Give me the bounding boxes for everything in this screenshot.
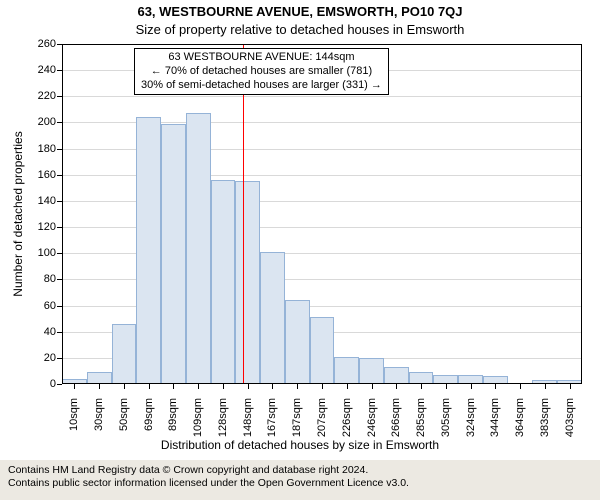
x-tick-mark — [421, 384, 422, 389]
x-tick-label: 207sqm — [316, 398, 328, 437]
x-tick-mark — [545, 384, 546, 389]
x-tick-mark — [322, 384, 323, 389]
y-tick-label: 260 — [38, 38, 62, 50]
x-tick-label: 324sqm — [465, 398, 477, 437]
x-tick-mark — [396, 384, 397, 389]
y-tick-label: 120 — [38, 221, 62, 233]
y-tick-label: 100 — [38, 247, 62, 259]
histogram-bar — [161, 124, 186, 384]
plot-area: 63 WESTBOURNE AVENUE: 144sqm ← 70% of de… — [62, 44, 582, 384]
x-tick-label: 187sqm — [291, 398, 303, 437]
x-tick-label: 246sqm — [366, 398, 378, 437]
x-tick-mark — [248, 384, 249, 389]
footer-line-1: Contains HM Land Registry data © Crown c… — [8, 464, 592, 477]
histogram-bar — [384, 367, 409, 384]
x-tick-mark — [372, 384, 373, 389]
x-tick-label: 89sqm — [167, 398, 179, 431]
axis-border-left — [62, 44, 63, 384]
annotation-line-2: ← 70% of detached houses are smaller (78… — [141, 65, 382, 79]
x-tick-mark — [223, 384, 224, 389]
annotation-box: 63 WESTBOURNE AVENUE: 144sqm ← 70% of de… — [134, 48, 389, 95]
y-tick-label: 200 — [38, 116, 62, 128]
x-tick-label: 167sqm — [266, 398, 278, 437]
x-tick-label: 305sqm — [440, 398, 452, 437]
y-tick-label: 0 — [50, 378, 62, 390]
histogram-bar — [260, 252, 285, 384]
x-tick-label: 285sqm — [415, 398, 427, 437]
x-tick-label: 109sqm — [192, 398, 204, 437]
y-tick-label: 80 — [44, 273, 62, 285]
histogram-bar — [359, 358, 384, 384]
x-tick-label: 383sqm — [539, 398, 551, 437]
x-tick-label: 10sqm — [68, 398, 80, 431]
y-tick-label: 160 — [38, 169, 62, 181]
histogram-bar — [136, 117, 161, 384]
x-tick-label: 128sqm — [217, 398, 229, 437]
axis-border-bottom — [62, 383, 582, 384]
y-axis-label: Number of detached properties — [11, 131, 25, 296]
x-tick-label: 148sqm — [242, 398, 254, 437]
x-tick-mark — [471, 384, 472, 389]
x-tick-mark — [446, 384, 447, 389]
y-tick-label: 40 — [44, 326, 62, 338]
x-tick-label: 403sqm — [564, 398, 576, 437]
x-tick-mark — [99, 384, 100, 389]
x-tick-label: 364sqm — [514, 398, 526, 437]
x-tick-label: 50sqm — [118, 398, 130, 431]
x-tick-label: 69sqm — [143, 398, 155, 431]
gridline-h — [62, 96, 582, 97]
x-tick-mark — [149, 384, 150, 389]
histogram-bar — [186, 113, 211, 384]
x-tick-mark — [74, 384, 75, 389]
y-tick-label: 20 — [44, 352, 62, 364]
y-tick-label: 220 — [38, 90, 62, 102]
chart-title: 63, WESTBOURNE AVENUE, EMSWORTH, PO10 7Q… — [0, 4, 600, 19]
x-tick-label: 266sqm — [390, 398, 402, 437]
x-tick-mark — [124, 384, 125, 389]
annotation-line-3: 30% of semi-detached houses are larger (… — [141, 79, 382, 93]
y-tick-label: 240 — [38, 64, 62, 76]
x-tick-mark — [198, 384, 199, 389]
axis-border-top — [62, 44, 582, 45]
footer: Contains HM Land Registry data © Crown c… — [0, 460, 600, 500]
chart-container: 63, WESTBOURNE AVENUE, EMSWORTH, PO10 7Q… — [0, 0, 600, 500]
y-tick-label: 60 — [44, 300, 62, 312]
axis-border-right — [581, 44, 582, 384]
x-tick-label: 30sqm — [93, 398, 105, 431]
y-tick-label: 140 — [38, 195, 62, 207]
x-tick-mark — [173, 384, 174, 389]
histogram-bar — [211, 180, 236, 384]
x-tick-mark — [495, 384, 496, 389]
y-tick-label: 180 — [38, 143, 62, 155]
x-tick-label: 226sqm — [341, 398, 353, 437]
x-tick-label: 344sqm — [489, 398, 501, 437]
histogram-bar — [235, 181, 260, 384]
x-tick-mark — [570, 384, 571, 389]
histogram-bar — [285, 300, 310, 384]
x-axis-label: Distribution of detached houses by size … — [0, 438, 600, 452]
histogram-bar — [310, 317, 335, 384]
x-tick-mark — [297, 384, 298, 389]
chart-subtitle: Size of property relative to detached ho… — [0, 22, 600, 37]
histogram-bar — [334, 357, 359, 384]
x-tick-mark — [520, 384, 521, 389]
footer-line-2: Contains public sector information licen… — [8, 477, 592, 490]
x-tick-mark — [272, 384, 273, 389]
x-tick-mark — [347, 384, 348, 389]
annotation-line-1: 63 WESTBOURNE AVENUE: 144sqm — [141, 51, 382, 65]
histogram-bar — [112, 324, 137, 384]
